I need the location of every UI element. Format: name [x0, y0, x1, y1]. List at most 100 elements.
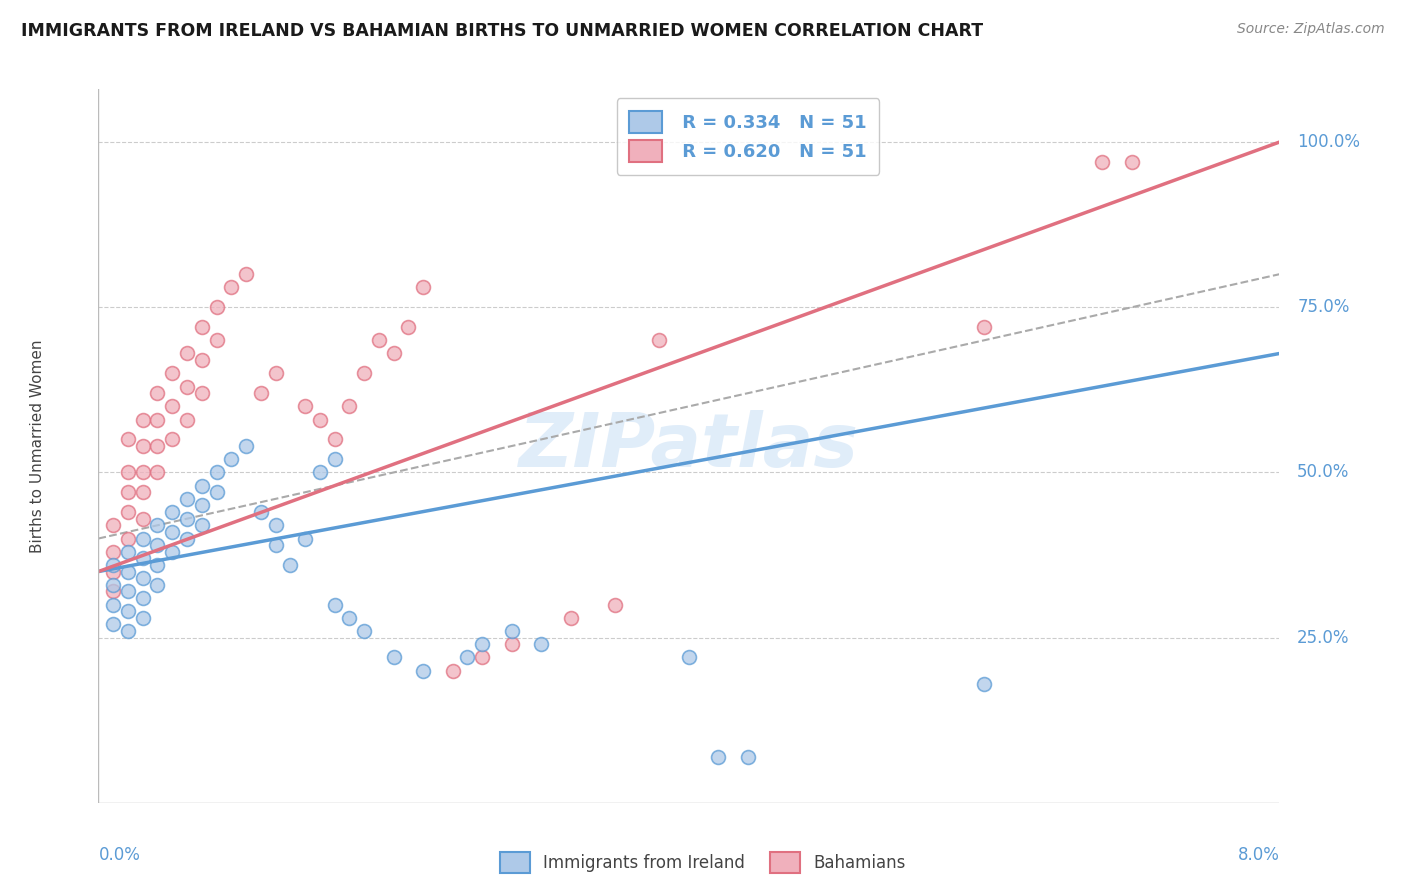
Point — [146, 558, 169, 572]
Point — [264, 367, 287, 381]
Point — [737, 749, 759, 764]
Point — [308, 412, 332, 426]
Point — [264, 538, 287, 552]
Point — [132, 611, 155, 625]
Point — [146, 386, 169, 401]
Text: 0.0%: 0.0% — [98, 846, 141, 863]
Legend:  R = 0.334   N = 51,  R = 0.620   N = 51: R = 0.334 N = 51, R = 0.620 N = 51 — [617, 98, 879, 175]
Point — [337, 611, 360, 625]
Point — [132, 511, 155, 525]
Point — [501, 637, 523, 651]
Point — [117, 433, 139, 447]
Point — [1091, 154, 1114, 169]
Point — [117, 624, 139, 638]
Text: Source: ZipAtlas.com: Source: ZipAtlas.com — [1237, 22, 1385, 37]
Point — [412, 664, 434, 678]
Point — [205, 333, 228, 347]
Point — [323, 433, 346, 447]
Point — [191, 499, 214, 513]
Point — [294, 400, 316, 414]
Point — [973, 320, 995, 334]
Point — [219, 280, 242, 294]
Point — [132, 532, 155, 546]
Point — [132, 591, 155, 605]
Point — [560, 611, 582, 625]
Point — [176, 511, 198, 525]
Point — [132, 551, 155, 566]
Point — [353, 367, 375, 381]
Point — [235, 439, 257, 453]
Point — [132, 439, 155, 453]
Text: IMMIGRANTS FROM IRELAND VS BAHAMIAN BIRTHS TO UNMARRIED WOMEN CORRELATION CHART: IMMIGRANTS FROM IRELAND VS BAHAMIAN BIRT… — [21, 22, 983, 40]
Point — [367, 333, 389, 347]
Point — [501, 624, 523, 638]
Point — [471, 637, 494, 651]
Point — [412, 280, 434, 294]
Point — [205, 300, 228, 314]
Point — [132, 412, 155, 426]
Point — [146, 439, 169, 453]
Point — [396, 320, 419, 334]
Point — [176, 532, 198, 546]
Point — [441, 664, 464, 678]
Point — [382, 346, 405, 360]
Point — [117, 532, 139, 546]
Point — [471, 650, 494, 665]
Point — [103, 558, 124, 572]
Point — [205, 485, 228, 500]
Point — [103, 565, 124, 579]
Point — [191, 518, 214, 533]
Point — [308, 466, 332, 480]
Point — [191, 320, 214, 334]
Point — [323, 452, 346, 467]
Text: Births to Unmarried Women: Births to Unmarried Women — [31, 339, 45, 553]
Point — [146, 466, 169, 480]
Point — [117, 485, 139, 500]
Text: 8.0%: 8.0% — [1237, 846, 1279, 863]
Text: 75.0%: 75.0% — [1298, 298, 1350, 317]
Text: 100.0%: 100.0% — [1298, 133, 1360, 151]
Point — [353, 624, 375, 638]
Point — [205, 466, 228, 480]
Point — [176, 379, 198, 393]
Point — [176, 491, 198, 506]
Point — [235, 267, 257, 281]
Point — [1121, 154, 1143, 169]
Point — [678, 650, 700, 665]
Point — [146, 538, 169, 552]
Text: ZIPatlas: ZIPatlas — [519, 409, 859, 483]
Point — [103, 584, 124, 599]
Point — [278, 558, 301, 572]
Text: 50.0%: 50.0% — [1298, 464, 1350, 482]
Point — [162, 433, 183, 447]
Point — [264, 518, 287, 533]
Point — [162, 505, 183, 519]
Point — [219, 452, 242, 467]
Point — [323, 598, 346, 612]
Text: 25.0%: 25.0% — [1298, 629, 1350, 647]
Point — [191, 353, 214, 368]
Point — [250, 386, 273, 401]
Point — [103, 518, 124, 533]
Point — [176, 412, 198, 426]
Point — [103, 598, 124, 612]
Point — [337, 400, 360, 414]
Point — [707, 749, 730, 764]
Point — [605, 598, 627, 612]
Point — [162, 524, 183, 539]
Point — [162, 367, 183, 381]
Point — [103, 545, 124, 559]
Point — [162, 400, 183, 414]
Point — [132, 571, 155, 585]
Point — [294, 532, 316, 546]
Point — [117, 604, 139, 618]
Point — [117, 505, 139, 519]
Point — [132, 485, 155, 500]
Point — [530, 637, 553, 651]
Point — [191, 478, 214, 492]
Point — [973, 677, 995, 691]
Legend: Immigrants from Ireland, Bahamians: Immigrants from Ireland, Bahamians — [494, 846, 912, 880]
Point — [117, 466, 139, 480]
Point — [648, 333, 671, 347]
Point — [103, 617, 124, 632]
